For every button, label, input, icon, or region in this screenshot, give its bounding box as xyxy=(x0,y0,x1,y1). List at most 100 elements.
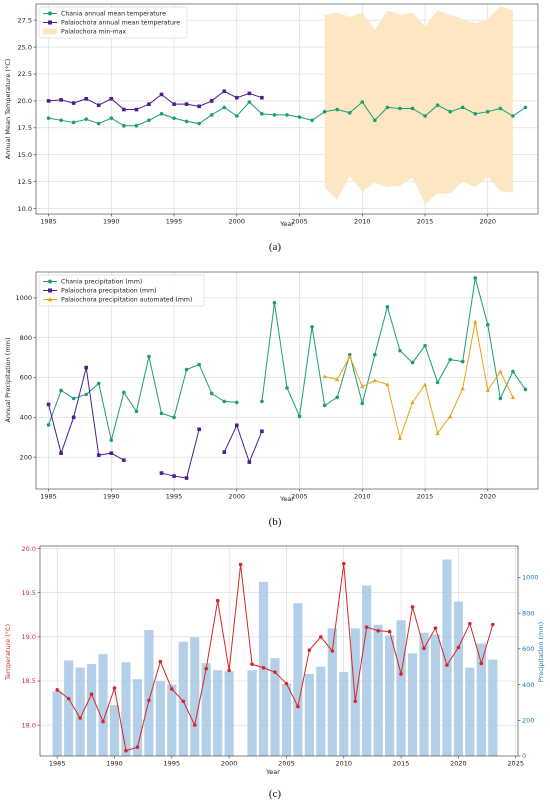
data-point xyxy=(209,113,214,117)
data-point xyxy=(435,431,440,435)
data-point xyxy=(109,116,114,120)
temperature-point xyxy=(135,745,140,749)
data-point xyxy=(272,301,277,305)
x-tick-label: 2020 xyxy=(480,218,497,226)
precipitation-bar xyxy=(396,620,406,756)
temperature-point xyxy=(387,629,392,634)
series-line xyxy=(223,423,263,464)
data-point xyxy=(109,96,114,101)
data-point xyxy=(448,357,452,362)
y-tick-label: 400 xyxy=(20,414,32,422)
temperature-point xyxy=(410,605,415,609)
temperature-point xyxy=(227,668,231,673)
temperature-point xyxy=(490,622,495,627)
data-point xyxy=(398,348,402,353)
data-point xyxy=(473,276,478,280)
data-point xyxy=(222,105,227,110)
temperature-point xyxy=(284,681,289,686)
precipitation-bar xyxy=(213,670,223,756)
data-point xyxy=(209,391,214,396)
data-point xyxy=(197,104,201,109)
data-point xyxy=(285,386,289,390)
x-tick-label: 2000 xyxy=(229,493,246,501)
data-point xyxy=(96,121,101,126)
x-tick-label: 2005 xyxy=(291,493,308,501)
precipitation-bar xyxy=(201,663,211,756)
precipitation-bar xyxy=(132,679,143,756)
temperature-point xyxy=(399,672,403,676)
data-point xyxy=(222,450,227,454)
temperature-point xyxy=(101,719,105,724)
legend-label: Chania annual mean temperature xyxy=(61,11,166,18)
data-point xyxy=(322,109,327,114)
y-tick-label: 19.0 xyxy=(22,633,36,641)
data-point xyxy=(96,103,101,108)
precipitation-bar xyxy=(476,643,486,756)
temperature-point xyxy=(364,625,369,629)
data-point xyxy=(134,107,139,112)
temperature-point xyxy=(124,748,128,753)
data-point xyxy=(297,115,302,119)
data-point xyxy=(122,123,126,128)
axes-frame xyxy=(39,545,519,757)
temperature-point xyxy=(273,670,277,674)
x-tick-label: 2015 xyxy=(417,493,434,501)
precipitation-bar xyxy=(385,635,395,756)
data-point xyxy=(247,100,252,104)
data-point xyxy=(435,103,440,108)
precipitation-bar xyxy=(488,659,498,756)
data-point xyxy=(172,116,176,120)
legend-box xyxy=(38,274,205,307)
series-line xyxy=(324,321,514,441)
series-line xyxy=(161,429,200,479)
x-tick-label: 2010 xyxy=(335,760,352,768)
y-tick-label: 1000 xyxy=(15,294,32,302)
panel-a-xlabel: Year xyxy=(279,220,294,228)
precipitation-bar xyxy=(327,628,337,756)
data-point xyxy=(197,362,201,367)
legend-marker xyxy=(48,11,52,16)
y-tick-label: 18.5 xyxy=(22,677,36,685)
legend-label: Palaiochora min-max xyxy=(61,29,126,36)
data-point xyxy=(460,105,465,110)
data-point xyxy=(197,121,201,126)
y-tick-label: 800 xyxy=(20,334,32,342)
data-point xyxy=(460,386,465,391)
data-point xyxy=(46,116,51,120)
panel-b-ylabel: Annual Precipitation (mm) xyxy=(4,337,12,422)
data-point xyxy=(172,415,176,420)
temperature-point xyxy=(112,686,117,690)
panel-c-label: (c) xyxy=(269,788,282,800)
y-tick-label: 200 xyxy=(522,716,534,724)
data-point xyxy=(372,378,378,383)
data-point xyxy=(172,102,176,106)
data-point xyxy=(385,305,390,309)
temperature-point xyxy=(158,659,163,664)
y-tick-label: 0 xyxy=(522,752,526,760)
y-tick-label: 27.5 xyxy=(18,16,32,24)
data-point xyxy=(84,392,88,397)
data-point xyxy=(209,99,214,103)
precipitation-bar xyxy=(155,681,165,756)
data-point xyxy=(511,114,515,118)
y-tick-label: 12.5 xyxy=(18,178,32,186)
data-point xyxy=(410,400,415,405)
data-point xyxy=(71,415,76,420)
temperature-point xyxy=(78,716,82,720)
temperature-point xyxy=(204,666,209,671)
data-point xyxy=(423,343,427,348)
data-point xyxy=(285,113,289,117)
y-tick-label: 18.0 xyxy=(22,721,36,729)
data-point xyxy=(398,106,402,111)
x-tick-label: 2010 xyxy=(354,493,371,501)
data-point xyxy=(222,399,227,404)
data-point xyxy=(134,123,139,128)
panel-b-label: (b) xyxy=(269,516,282,528)
temperature-point xyxy=(170,687,174,691)
data-point xyxy=(347,110,352,115)
data-point xyxy=(134,409,139,414)
data-point xyxy=(235,423,239,428)
temperature-point xyxy=(250,662,254,667)
data-point xyxy=(322,374,327,379)
temperature-point xyxy=(192,723,197,727)
